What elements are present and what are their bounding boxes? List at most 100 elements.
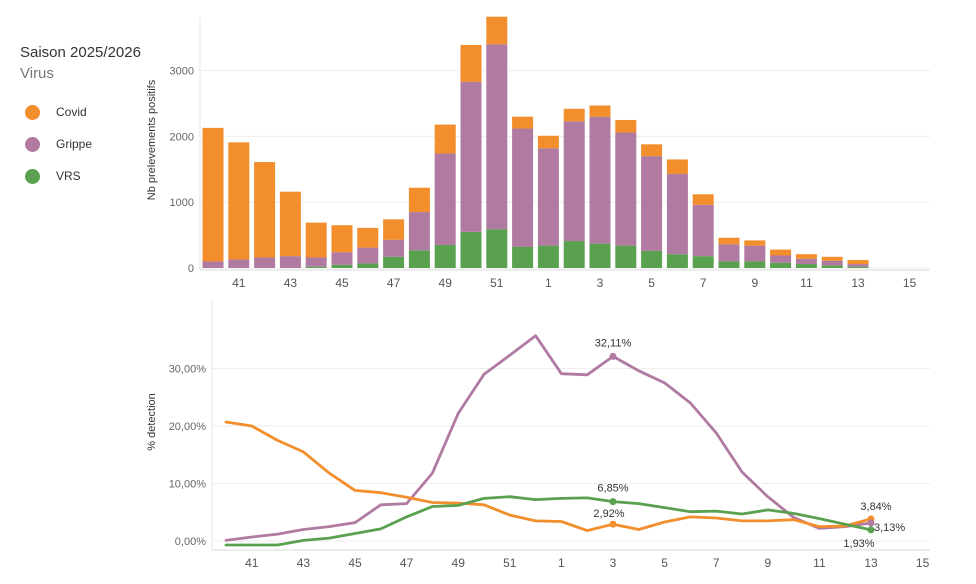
line-chart: 0,00% 10,00% 20,00% 30,00% % detection 32,11%…: [146, 300, 930, 570]
legend-label-vrs: VRS: [56, 169, 81, 183]
bar-covid-50: [460, 44, 482, 82]
bar-covid-10: [770, 249, 792, 256]
bar-x-tick-label: 51: [490, 276, 504, 290]
bar-covid-5: [641, 144, 663, 157]
line-series-vrs: [224, 495, 873, 547]
legend-season-title: Saison 2025/2026: [20, 44, 141, 61]
bar-vrs-9: [744, 261, 766, 268]
bar-grippe-41: [228, 259, 250, 268]
line-point-vrs-13: [867, 526, 875, 534]
bar-x-tick-label: 11: [800, 276, 813, 290]
line-point-grippe-3: [609, 352, 617, 360]
bar-vrs-45: [331, 264, 353, 268]
bar-covid-49: [434, 124, 456, 154]
line-series-covid: [224, 420, 873, 532]
bar-grippe-47: [383, 239, 405, 257]
line-x-tick-label: 43: [297, 556, 311, 570]
bar-y-tick-label: 1000: [170, 197, 194, 209]
legend-swatch-covid: [25, 104, 40, 120]
bar-vrs-5: [641, 250, 663, 268]
bar-vrs-50: [460, 231, 482, 268]
line-data-label: 32,11%: [595, 337, 632, 349]
bar-vrs-1: [537, 245, 559, 268]
bar-covid-47: [383, 219, 405, 240]
bar-covid-6: [666, 159, 688, 174]
bar-x-tick-label: 49: [439, 276, 453, 290]
bar-covid-13: [847, 260, 869, 265]
line-point-covid-3: [609, 520, 617, 528]
bar-vrs-47: [383, 256, 405, 268]
bar-covid-52: [512, 116, 534, 129]
line-y-tick-label: 10,00%: [169, 479, 207, 491]
bar-vrs-13: [847, 266, 869, 268]
bar-vrs-51: [486, 229, 508, 268]
line-x-tick-label: 13: [864, 556, 878, 570]
bar-grippe-2: [563, 121, 585, 242]
bar-x-tick-label: 15: [903, 276, 917, 290]
bar-grippe-8: [718, 244, 740, 262]
legend-item-covid[interactable]: Covid: [20, 96, 170, 128]
legend-swatch-grippe: [25, 136, 40, 152]
bar-covid-11: [795, 254, 817, 259]
bar-covid-41: [228, 142, 250, 260]
line-x-tick-label: 51: [503, 556, 517, 570]
bar-grippe-12: [821, 260, 843, 266]
bar-x-tick-label: 43: [284, 276, 298, 290]
line-data-label: 2,92%: [593, 508, 624, 520]
bar-grippe-42: [254, 257, 276, 268]
bar-y-tick-label: 0: [188, 263, 194, 275]
bar-y-tick-label: 2000: [170, 131, 194, 143]
legend-swatch-vrs: [25, 168, 40, 184]
line-x-tick-label: 11: [813, 556, 826, 570]
line-y-tick-label: 20,00%: [169, 421, 207, 433]
line-x-tick-label: 5: [661, 556, 668, 570]
bar-covid-44: [305, 222, 327, 258]
line-data-label: 3,13%: [874, 522, 905, 534]
bar-grippe-43: [279, 256, 301, 268]
bar-grippe-10: [770, 255, 792, 263]
legend: Saison 2025/2026 Virus Covid Grippe VRS: [20, 44, 170, 192]
line-x-tick-label: 3: [610, 556, 617, 570]
bar-vrs-44: [305, 266, 327, 268]
legend-item-vrs[interactable]: VRS: [20, 160, 170, 192]
bar-grippe-5: [641, 156, 663, 251]
bar-covid-46: [357, 227, 379, 248]
bar-y-axis-title: Nb prelevements positifs: [146, 79, 158, 200]
bar-x-tick-label: 45: [335, 276, 349, 290]
bar-grippe-46: [357, 247, 379, 264]
bar-grippe-13: [847, 264, 869, 267]
bar-covid-2: [563, 108, 585, 122]
bar-x-tick-label: 7: [700, 276, 707, 290]
line-y-tick-label: 30,00%: [169, 364, 207, 376]
bar-grippe-1: [537, 148, 559, 246]
bar-covid-4: [615, 119, 637, 133]
bar-covid-9: [744, 240, 766, 246]
bar-x-tick-label: 5: [648, 276, 655, 290]
bar-vrs-46: [357, 263, 379, 268]
bar-grippe-45: [331, 252, 353, 265]
bar-grippe-44: [305, 257, 327, 267]
bar-vrs-7: [692, 256, 714, 268]
bar-covid-8: [718, 237, 740, 245]
bar-grippe-48: [408, 212, 430, 251]
bar-covid-51: [486, 16, 508, 45]
bar-grippe-7: [692, 204, 714, 257]
bar-grippe-3: [589, 116, 611, 244]
bar-x-tick-label: 13: [851, 276, 865, 290]
line-data-label: 6,85%: [597, 483, 628, 495]
line-y-tick-label: 0,00%: [175, 536, 206, 548]
bar-vrs-8: [718, 261, 740, 268]
legend-item-grippe[interactable]: Grippe: [20, 128, 170, 160]
bar-grippe-49: [434, 153, 456, 245]
bar-covid-48: [408, 187, 430, 213]
bar-vrs-3: [589, 243, 611, 268]
line-x-tick-label: 1: [558, 556, 565, 570]
line-data-label: 3,84%: [860, 501, 891, 513]
bar-vrs-10: [770, 262, 792, 268]
bar-vrs-4: [615, 245, 637, 268]
bar-grippe-6: [666, 173, 688, 255]
bar-covid-3: [589, 105, 611, 117]
line-x-tick-label: 41: [245, 556, 259, 570]
legend-label-grippe: Grippe: [56, 137, 93, 151]
